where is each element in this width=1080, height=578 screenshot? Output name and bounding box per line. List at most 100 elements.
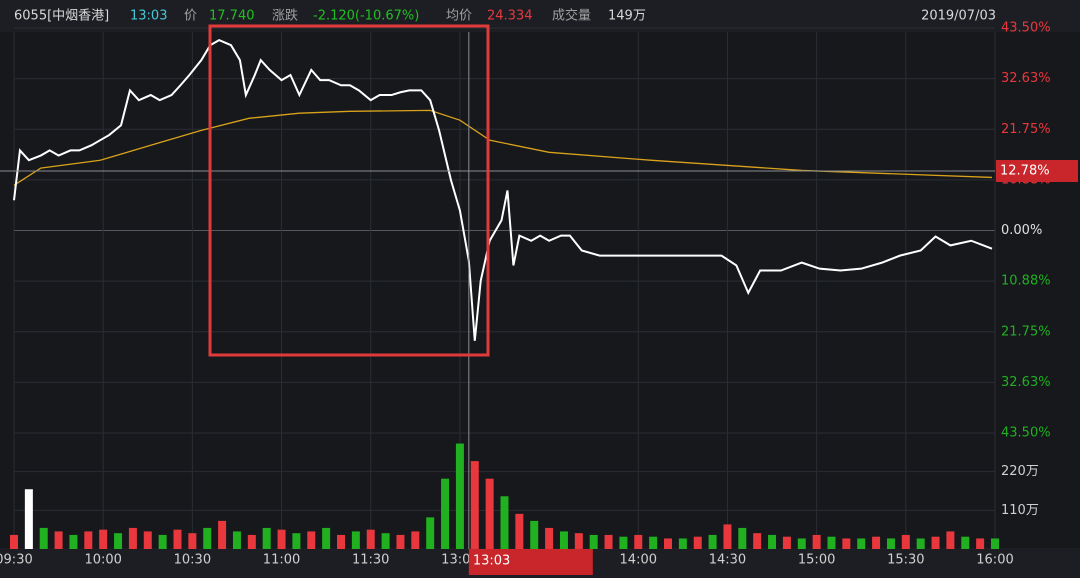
cursor-y-label: 12.78%: [1000, 164, 1050, 179]
average-line: [13, 109, 993, 186]
volume-bar: [901, 534, 910, 549]
volume-tick-label: 110万: [1001, 503, 1039, 518]
volume-bar: [114, 533, 123, 549]
volume-bar: [872, 536, 881, 549]
volume-bar: [515, 513, 524, 549]
volume-bar: [857, 538, 866, 549]
volume: 149万: [608, 9, 646, 24]
volume-bar: [54, 531, 63, 549]
x-tick-label: 14:30: [709, 553, 746, 568]
price: 17.740: [209, 9, 255, 24]
y-tick-label: 10.88%: [1001, 274, 1051, 289]
volume-bar: [753, 533, 762, 549]
volume-bar: [708, 534, 717, 549]
volume-bar: [411, 531, 420, 549]
volume-bar: [24, 489, 33, 549]
volume-bar: [574, 533, 583, 549]
x-tick-label: 15:30: [887, 553, 924, 568]
volume-bar: [797, 538, 806, 549]
volume-bar: [158, 534, 167, 549]
x-tick-label: 09:30: [0, 553, 33, 568]
volume-bar: [649, 536, 658, 549]
volume-bar: [678, 538, 687, 549]
y-tick-label: 32.63%: [1001, 71, 1051, 86]
volume-label: 成交量: [552, 8, 591, 24]
volume-bar: [604, 534, 613, 549]
volume-bar: [262, 527, 271, 549]
volume-bar: [812, 534, 821, 549]
volume-bar: [976, 538, 985, 549]
cursor-y-box: [996, 160, 1078, 183]
volume-bar: [441, 478, 450, 549]
volume-bar: [827, 536, 836, 549]
volume-bar: [545, 527, 554, 549]
avg-label: 均价: [446, 9, 472, 24]
x-tick-label: 10:30: [174, 553, 211, 568]
volume-bar: [485, 478, 494, 549]
volume-bar: [723, 524, 732, 549]
volume-bar: [351, 531, 360, 549]
x-tick-label: 14:00: [620, 553, 657, 568]
volume-bar: [292, 533, 301, 549]
x-tick-label: 16:00: [976, 553, 1013, 568]
volume-bar: [381, 533, 390, 549]
volume-bar: [173, 529, 182, 549]
volume-bar: [69, 534, 78, 549]
stock-code: 6055[中烟香港]: [14, 9, 109, 24]
volume-tick-label: 220万: [1001, 464, 1039, 479]
x-tick-label: 15:00: [798, 553, 835, 568]
x-tick-label: 11:30: [352, 553, 389, 568]
volume-bar: [768, 534, 777, 549]
cursor-x-label: 13:03: [473, 554, 510, 569]
y-tick-label: 21.75%: [1001, 122, 1051, 137]
volume-bar: [218, 520, 227, 549]
price-line: [13, 38, 993, 341]
cursor-x-box: [468, 549, 593, 575]
volume-bar: [931, 536, 940, 549]
volume-bar: [961, 536, 970, 549]
change-label: 涨跌: [272, 8, 298, 24]
volume-bar: [693, 536, 702, 549]
volume-bar: [39, 527, 48, 549]
volume-bar: [664, 538, 672, 549]
volume-bar: [396, 534, 405, 549]
y-tick-label: 32.63%: [1001, 375, 1051, 390]
volume-bar: [247, 534, 256, 549]
volume-bar: [619, 536, 628, 549]
volume-bar: [307, 531, 316, 549]
volume-bar: [991, 538, 999, 549]
volume-bar: [455, 443, 464, 549]
x-tick-label: 10:00: [84, 553, 121, 568]
volume-bar: [203, 527, 212, 549]
y-tick-label: 43.50%: [1001, 426, 1051, 441]
volume-bar: [322, 527, 331, 549]
volume-bar: [634, 534, 643, 549]
volume-bar: [188, 533, 197, 549]
volume-bar: [232, 531, 241, 549]
highlight-box: [208, 24, 490, 357]
date: 2019/07/03: [921, 9, 996, 24]
volume-bar: [886, 538, 895, 549]
volume-bar: [99, 529, 108, 549]
volume-bar: [842, 538, 851, 549]
avg-price: 24.334: [487, 9, 533, 24]
volume-bar: [128, 527, 137, 549]
y-tick-label: 0.00%: [1001, 223, 1042, 238]
x-tick-label: 11:00: [263, 553, 300, 568]
volume-bar: [84, 531, 93, 549]
price-label: 价: [184, 9, 197, 24]
volume-bar: [946, 531, 955, 549]
volume-bar: [782, 536, 791, 549]
plot: 43.50%32.63%21.75%10.88%0.00%10.88%21.75…: [0, 21, 1078, 575]
volume-bar: [426, 517, 435, 549]
volume-bar: [530, 520, 539, 549]
change: -2.120(-10.67%): [313, 9, 419, 24]
volume-bar: [143, 531, 152, 549]
y-tick-label: 21.75%: [1001, 324, 1051, 339]
volume-bar: [500, 496, 509, 549]
volume-bar: [470, 461, 479, 549]
volume-bar: [366, 529, 375, 549]
